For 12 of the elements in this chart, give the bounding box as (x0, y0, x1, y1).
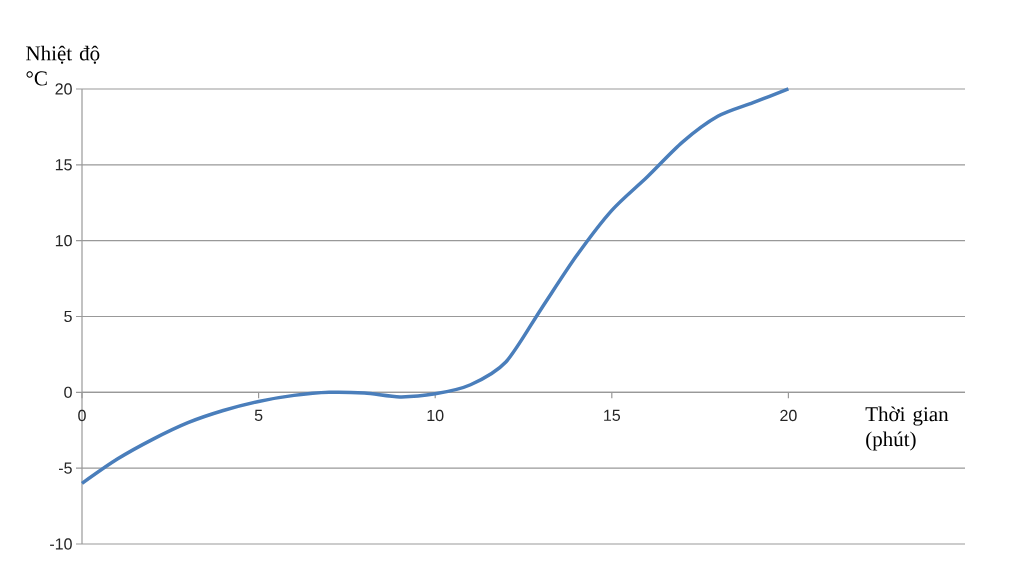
x-axis-title: Thời gian (phút) (865, 406, 949, 451)
y-tick-label: -5 (58, 462, 72, 474)
y-tick-label: 10 (55, 235, 72, 247)
y-tick-label: 15 (55, 159, 72, 171)
y-tick-label: 0 (64, 386, 72, 398)
x-tick-label: 5 (254, 409, 263, 422)
x-tick-label: 0 (78, 409, 86, 422)
y-tick-label: -10 (50, 538, 72, 550)
x-tick-label: 15 (604, 409, 621, 422)
x-tick-label: 10 (427, 409, 444, 422)
x-tick-label: 20 (780, 409, 797, 422)
y-tick-label: 5 (64, 310, 72, 323)
